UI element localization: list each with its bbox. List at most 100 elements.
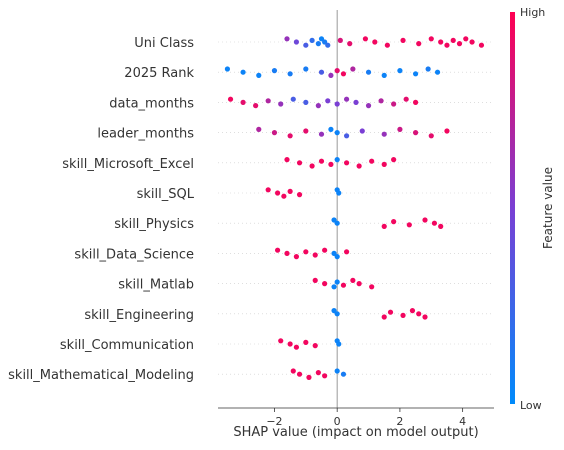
shap-point bbox=[438, 223, 444, 229]
shap-point bbox=[372, 39, 378, 45]
feature-labels: Uni Class 2025 Rank data_months leader_mont… bbox=[8, 36, 195, 383]
shap-point bbox=[287, 71, 293, 77]
shap-point bbox=[331, 308, 337, 314]
shap-point bbox=[416, 311, 422, 317]
shap-point bbox=[303, 249, 309, 255]
shap-point bbox=[387, 309, 394, 315]
shap-point bbox=[369, 158, 375, 164]
shap-point bbox=[422, 314, 428, 320]
shap-point bbox=[343, 249, 350, 255]
shap-point bbox=[325, 98, 331, 104]
shap-point bbox=[331, 250, 337, 256]
shap-point bbox=[343, 96, 350, 102]
shap-point bbox=[322, 373, 328, 379]
shap-point bbox=[412, 130, 419, 136]
shap-point bbox=[334, 130, 340, 136]
shap-point bbox=[334, 254, 340, 260]
shap-point bbox=[293, 254, 300, 260]
shap-point bbox=[356, 281, 362, 287]
shap-point bbox=[478, 42, 485, 48]
shap-point bbox=[265, 187, 271, 193]
shap-point bbox=[356, 163, 362, 169]
shap-point bbox=[378, 98, 384, 104]
shap-point bbox=[240, 69, 246, 75]
shap-point bbox=[284, 250, 290, 256]
shap-point bbox=[328, 126, 334, 132]
shap-point bbox=[444, 128, 450, 134]
feature-label: skill_Microsoft_Excel bbox=[62, 157, 194, 172]
shap-point bbox=[337, 37, 343, 44]
shap-point bbox=[287, 188, 293, 194]
shap-point bbox=[434, 69, 441, 75]
data-points bbox=[224, 36, 485, 380]
shap-point bbox=[312, 277, 318, 283]
shap-point bbox=[303, 66, 309, 72]
shap-point bbox=[309, 37, 315, 44]
shap-point bbox=[322, 281, 328, 287]
shap-point bbox=[303, 42, 309, 48]
shap-point bbox=[340, 282, 347, 288]
shap-point bbox=[350, 277, 356, 283]
shap-point bbox=[381, 72, 387, 78]
feature-label: Uni Class bbox=[134, 36, 194, 51]
shap-point bbox=[334, 220, 340, 226]
shap-point bbox=[343, 133, 350, 139]
shap-point bbox=[334, 311, 340, 317]
shap-point bbox=[362, 36, 369, 42]
shap-point bbox=[274, 190, 281, 196]
shap-point bbox=[331, 217, 337, 223]
shap-point bbox=[322, 247, 328, 253]
shap-point bbox=[296, 192, 303, 198]
shap-point bbox=[469, 39, 475, 45]
shap-point bbox=[403, 96, 409, 102]
x-axis-ticks: −2 0 2 4 bbox=[266, 408, 466, 428]
shap-point bbox=[318, 36, 325, 42]
shap-point bbox=[381, 131, 387, 137]
shap-point bbox=[309, 163, 315, 169]
shap-point bbox=[381, 314, 387, 320]
shap-point bbox=[450, 37, 456, 44]
shap-point bbox=[312, 343, 318, 349]
x-tick-label: 0 bbox=[334, 415, 341, 428]
shap-point bbox=[400, 312, 406, 318]
shap-point bbox=[334, 368, 340, 374]
shap-point bbox=[334, 101, 340, 107]
shap-point bbox=[290, 368, 296, 374]
shap-point bbox=[271, 130, 278, 136]
shap-point bbox=[287, 133, 293, 139]
shap-point bbox=[347, 41, 353, 47]
shap-point bbox=[444, 42, 450, 48]
shap-point bbox=[315, 41, 321, 47]
x-tick-label: −2 bbox=[266, 415, 282, 428]
shap-point bbox=[278, 101, 284, 107]
shap-point bbox=[456, 41, 463, 47]
shap-point bbox=[397, 68, 403, 74]
shap-point bbox=[315, 370, 321, 376]
colorbar-title: Feature value bbox=[541, 167, 555, 249]
shap-point bbox=[381, 161, 387, 167]
x-tick-label: 2 bbox=[396, 415, 403, 428]
feature-label: skill_SQL bbox=[137, 187, 195, 202]
shap-point bbox=[340, 71, 347, 77]
shap-point bbox=[293, 344, 300, 350]
shap-point bbox=[312, 252, 318, 258]
shap-point bbox=[409, 308, 416, 314]
shap-point bbox=[336, 341, 342, 347]
shap-point bbox=[290, 96, 296, 102]
shap-point bbox=[328, 72, 334, 78]
feature-label: skill_Engineering bbox=[84, 308, 194, 323]
shap-point bbox=[397, 126, 403, 132]
shap-point bbox=[303, 339, 309, 345]
shap-point bbox=[391, 101, 397, 107]
colorbar-low-label: Low bbox=[520, 399, 542, 412]
shap-point bbox=[318, 131, 325, 137]
shap-point bbox=[306, 374, 312, 380]
shap-point bbox=[334, 279, 340, 285]
shap-point bbox=[224, 66, 231, 72]
feature-label: skill_Communication bbox=[60, 338, 194, 353]
shap-point bbox=[391, 157, 397, 163]
shap-point bbox=[425, 66, 431, 72]
shap-point bbox=[284, 157, 290, 163]
